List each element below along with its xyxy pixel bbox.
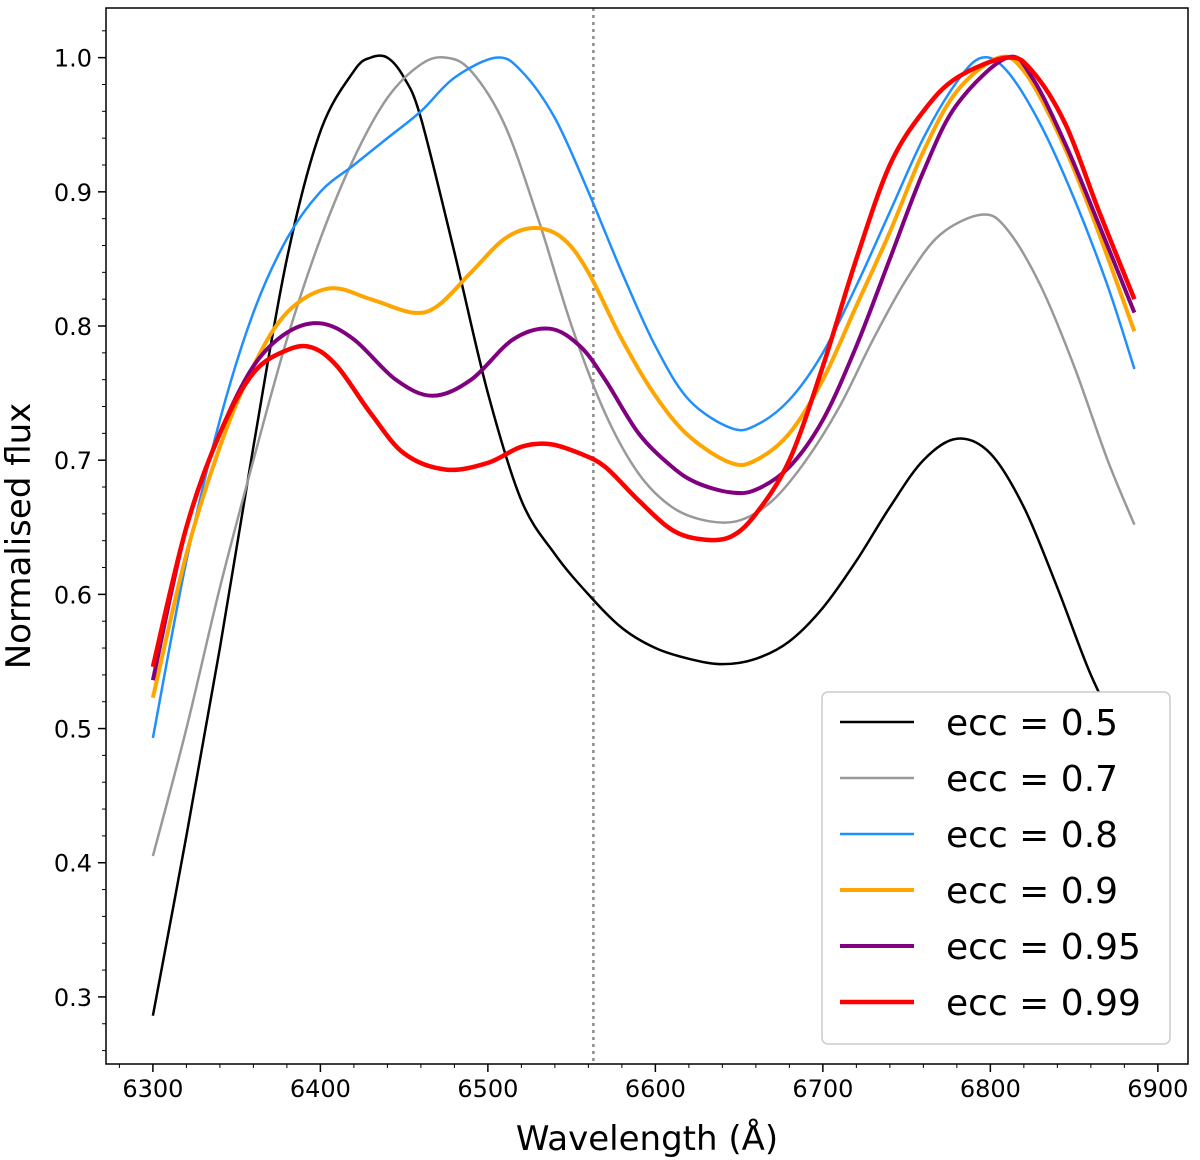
y-tick-label: 0.7 [54,447,92,475]
y-tick-label: 0.4 [54,850,92,878]
legend-box [821,691,1171,1045]
x-tick-label: 6600 [625,1075,686,1103]
x-axis-label: Wavelength (Å) [516,1118,778,1159]
y-tick-label: 0.9 [54,179,92,207]
series-layer [150,54,1137,1016]
legend: ecc = 0.5 ecc = 0.7 ecc = 0.8 ecc = 0.9 ecc … [821,691,1171,1045]
series-line-1 [151,54,1136,1016]
y-axis-label: Normalised flux [0,403,39,670]
x-tick-label: 6700 [792,1075,853,1103]
x-tick-label: 6900 [1127,1075,1188,1103]
y-tick-label: 1.0 [54,45,92,73]
series-line-3 [151,56,1136,739]
series-line-4 [150,54,1137,699]
y-axis: 0.3 0.4 0.5 0.6 0.7 0.8 0.9 1.0 [54,30,106,1052]
x-tick-label: 6300 [122,1075,183,1103]
x-axis: 6300 6400 6500 6600 6700 6800 6900 [118,1064,1188,1103]
series-line-5 [150,54,1137,681]
y-tick-label: 0.3 [54,984,92,1012]
y-tick-label: 0.5 [54,716,92,744]
legend-label-4: ecc = 0.9 [946,871,1118,912]
y-tick-label: 0.6 [54,581,92,609]
y-tick-label: 0.8 [54,313,92,341]
legend-label-5: ecc = 0.95 [946,927,1141,968]
legend-label-1: ecc = 0.5 [946,703,1118,744]
plot-frame [105,7,1189,1065]
legend-label-3: ecc = 0.8 [946,815,1118,856]
series-line-2 [151,56,1136,857]
x-tick-label: 6500 [457,1075,518,1103]
legend-label-6: ecc = 0.99 [946,983,1141,1024]
series-line-6 [150,55,1137,668]
legend-label-2: ecc = 0.7 [946,759,1118,800]
x-tick-label: 6400 [290,1075,351,1103]
x-tick-label: 6800 [960,1075,1021,1103]
